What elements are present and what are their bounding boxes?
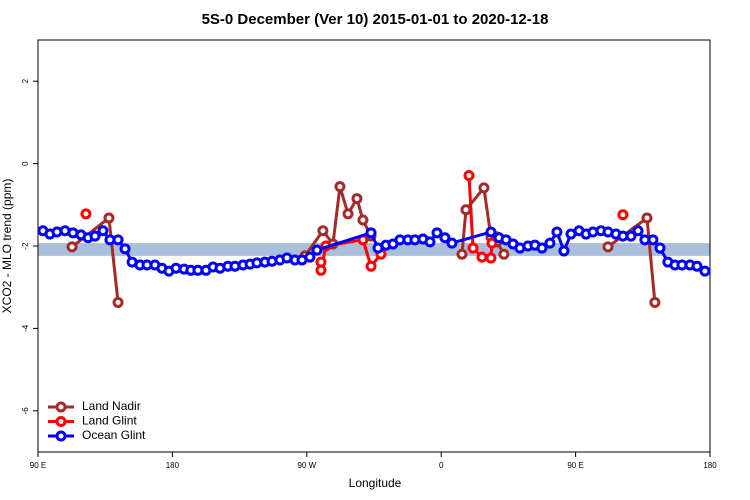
data-point	[476, 251, 488, 263]
data-point	[112, 296, 124, 308]
data-point	[456, 248, 468, 260]
data-point	[446, 237, 458, 249]
data-point	[485, 226, 497, 238]
legend-marker	[55, 416, 67, 427]
x-axis-label: Longitude	[349, 476, 402, 490]
data-point	[304, 251, 316, 263]
data-point	[119, 243, 131, 255]
chart-title: 5S-0 December (Ver 10) 2015-01-01 to 202…	[202, 11, 549, 28]
data-point	[439, 232, 451, 244]
data-point	[632, 225, 644, 237]
data-point	[66, 241, 78, 253]
data-point	[317, 225, 329, 237]
y-axis-label: XCO2 - MLO trend (ppm)	[0, 179, 14, 314]
data-point	[460, 204, 472, 216]
data-point	[365, 227, 377, 239]
data-point	[103, 212, 115, 224]
data-point	[315, 264, 327, 276]
data-point	[351, 193, 363, 205]
y-tick-label: -6	[21, 407, 30, 415]
x-tick-label: 180	[703, 461, 717, 470]
data-point	[544, 237, 556, 249]
data-point	[558, 245, 570, 257]
data-point	[463, 170, 475, 182]
data-point	[80, 208, 92, 220]
x-tick-label: 90 E	[567, 461, 583, 470]
y-tick-label: -2	[21, 242, 30, 250]
y-tick-label: -4	[21, 324, 30, 332]
x-tick-label: 0	[439, 461, 444, 470]
data-point	[431, 227, 443, 239]
legend-marker	[55, 430, 67, 442]
data-point	[334, 181, 346, 193]
data-point	[112, 234, 124, 246]
legend-label: Land Glint	[82, 414, 137, 428]
y-tick-label: 2	[21, 78, 30, 83]
data-point	[647, 234, 659, 246]
data-point	[97, 225, 109, 237]
data-point	[649, 296, 661, 308]
legend-label: Ocean Glint	[82, 428, 146, 442]
x-tick-label: 90 E	[30, 461, 46, 470]
data-point	[602, 241, 614, 253]
data-point	[485, 252, 497, 264]
legend-marker	[55, 401, 67, 413]
data-point	[365, 260, 377, 272]
legend-label: Land Nadir	[82, 399, 141, 413]
data-point	[551, 226, 563, 238]
data-point	[342, 208, 354, 220]
data-point	[467, 242, 479, 254]
data-point	[357, 214, 369, 226]
data-point	[89, 230, 101, 242]
x-tick-label: 90 W	[297, 461, 316, 470]
data-point	[625, 230, 637, 242]
data-point	[641, 212, 653, 224]
data-point	[424, 236, 436, 248]
x-tick-label: 180	[166, 461, 180, 470]
y-tick-label: 0	[21, 161, 30, 166]
data-point	[617, 209, 629, 221]
data-point	[654, 242, 666, 254]
data-point	[498, 248, 510, 260]
data-point	[478, 182, 490, 194]
data-point	[699, 265, 711, 277]
data-point	[691, 260, 703, 272]
data-point	[536, 242, 548, 254]
data-point	[311, 244, 323, 256]
